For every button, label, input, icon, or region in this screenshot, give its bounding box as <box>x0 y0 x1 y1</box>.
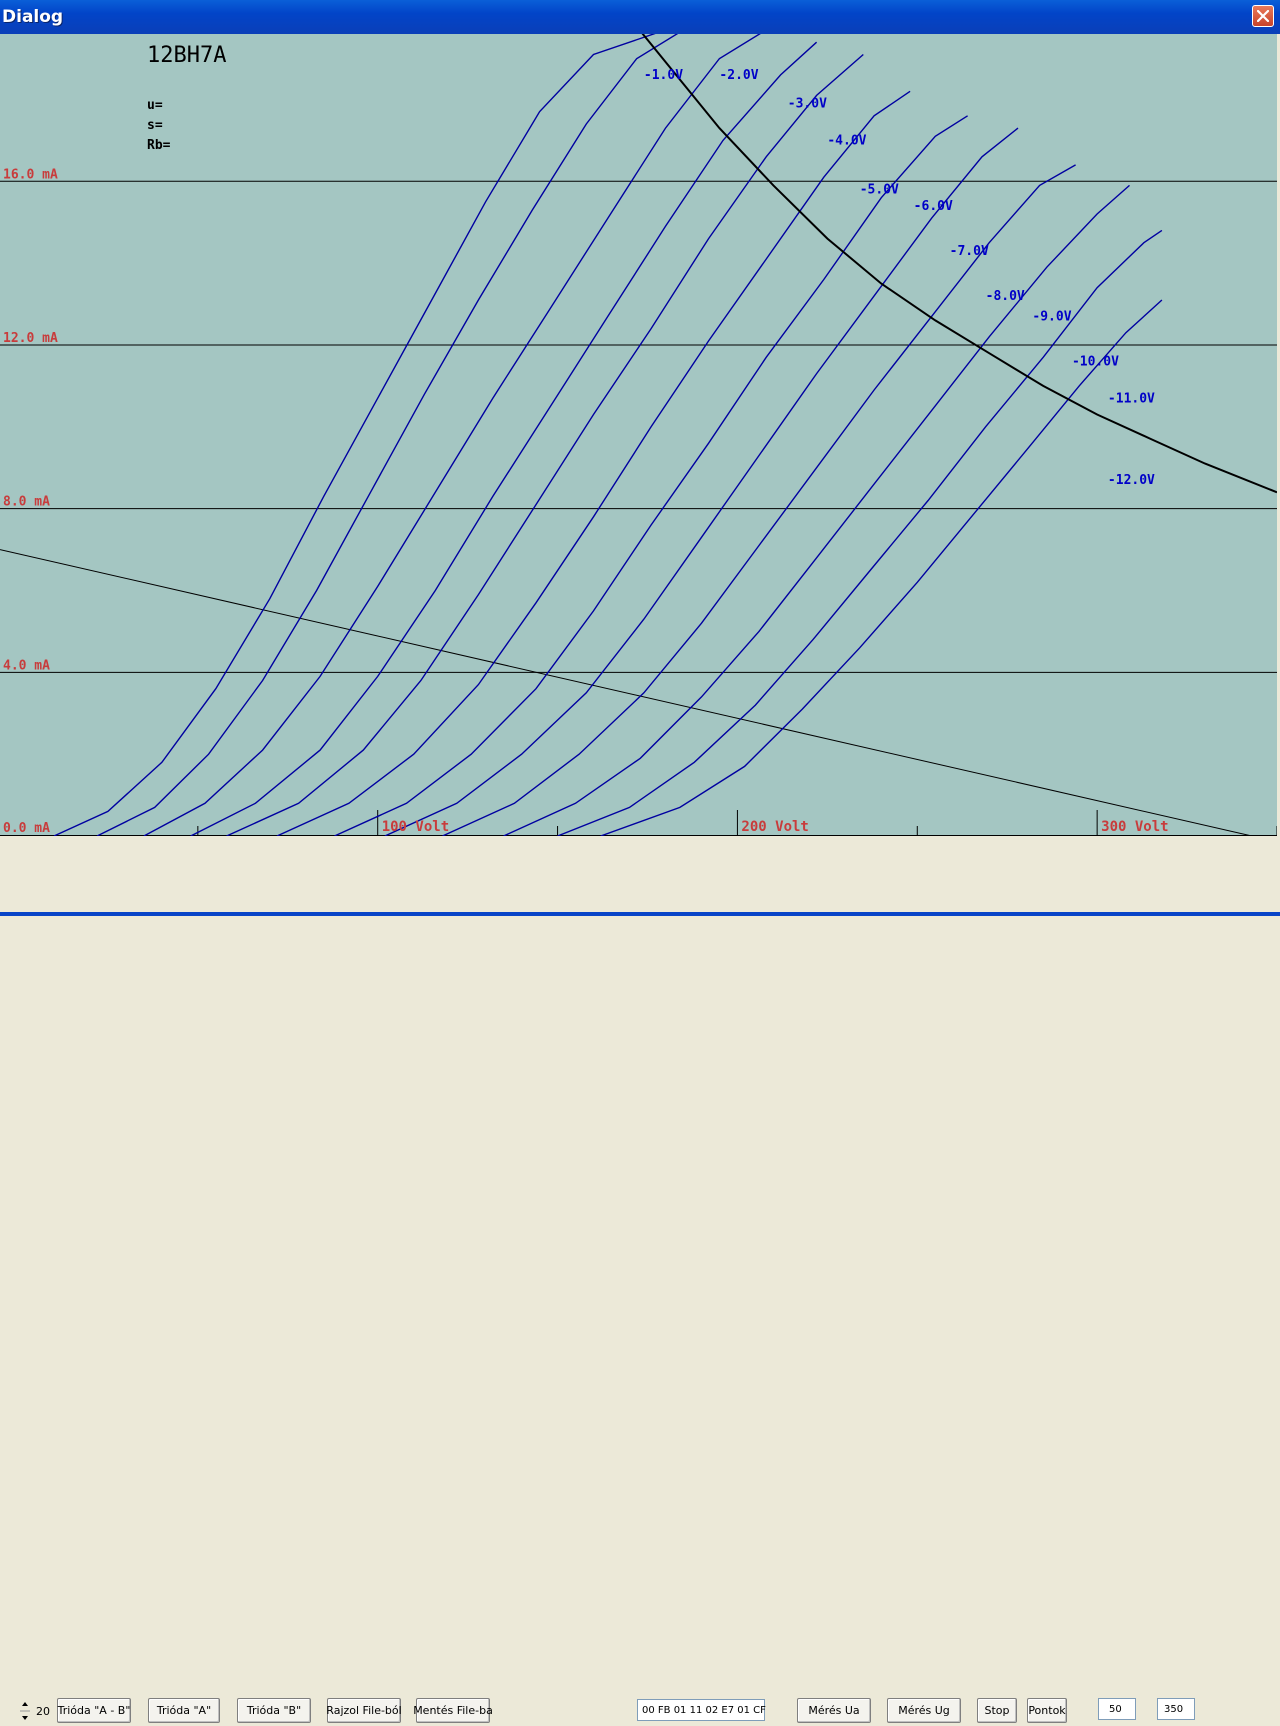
x-tick-label: 300 Volt <box>1101 819 1168 835</box>
spin-value: 20 <box>36 1705 50 1718</box>
spin-up-icon[interactable] <box>22 1702 28 1706</box>
series-label: -2.0V <box>719 68 758 83</box>
curve-series <box>557 229 1163 836</box>
meres-ua-button[interactable]: Mérés Ua <box>797 1698 871 1723</box>
max-dissipation-curve <box>641 34 1277 494</box>
series-label: -12.0V <box>1108 473 1155 488</box>
trioda-b-button[interactable]: Trióda "B" <box>237 1698 311 1723</box>
series-label: -9.0V <box>1032 309 1071 324</box>
series-label: -11.0V <box>1108 391 1155 406</box>
window-title: Dialog <box>2 7 64 27</box>
x-tick-label: 200 Volt <box>741 819 808 835</box>
series-label: -3.0V <box>788 97 827 112</box>
hex-data-field[interactable]: 00 FB 01 11 02 E7 01 CF <box>637 1699 766 1721</box>
plot-area: 0.0 mA 4.0 mA 8.0 mA 12.0 mA 16.0 mA 100 Volt… <box>0 34 1277 836</box>
curve-series <box>96 34 679 836</box>
close-icon <box>1257 10 1269 22</box>
curve-series <box>143 34 761 836</box>
value-input-b[interactable]: 350 <box>1157 1698 1195 1720</box>
curve-series <box>53 34 656 836</box>
meres-ug-button[interactable]: Mérés Ug <box>887 1698 961 1723</box>
spin-down-icon[interactable] <box>22 1716 28 1720</box>
spin-control[interactable] <box>18 1696 32 1726</box>
title-bar: Dialog <box>0 0 1280 34</box>
param-u: u= <box>147 98 163 113</box>
trioda-a-button[interactable]: Trióda "A" <box>148 1698 220 1723</box>
series-label: -6.0V <box>914 199 953 214</box>
curve-series <box>334 115 968 836</box>
curve-series <box>600 299 1163 836</box>
load-line <box>0 549 1252 836</box>
curve-series <box>442 164 1076 836</box>
series-label: -10.0V <box>1072 354 1119 369</box>
series-label: -1.0V <box>644 68 683 83</box>
trioda-ab-button[interactable]: Trióda "A - B" <box>57 1698 131 1723</box>
pontok-button[interactable]: Pontok <box>1027 1698 1067 1723</box>
series-label: -5.0V <box>860 183 899 198</box>
mentes-file-button[interactable]: Mentés File-ba <box>413 1698 493 1723</box>
y-tick-label: 8.0 mA <box>3 495 50 510</box>
stop-button[interactable]: Stop <box>977 1698 1017 1723</box>
plot-background <box>0 34 1277 836</box>
x-tick-label: 100 Volt <box>382 819 449 835</box>
y-tick-label: 0.0 mA <box>3 821 50 836</box>
series-label: -7.0V <box>950 244 989 259</box>
y-tick-label: 16.0 mA <box>3 167 58 182</box>
curve-series <box>190 41 818 836</box>
curve-series <box>226 53 864 836</box>
rajzol-file-button[interactable]: Rajzol File-ból <box>326 1698 402 1723</box>
param-rb: Rb= <box>147 138 171 153</box>
toolbar: 20 Trióda "A - B" Trióda "A" Trióda "B" … <box>0 836 1280 1723</box>
curve-series <box>276 90 911 836</box>
chart-title: 12BH7A <box>147 43 226 68</box>
y-tick-label: 4.0 mA <box>3 658 50 673</box>
param-s: s= <box>147 118 163 133</box>
curve-series <box>503 184 1130 836</box>
close-button[interactable] <box>1252 5 1274 27</box>
series-label: -4.0V <box>827 133 866 148</box>
value-input-a[interactable]: 50 <box>1098 1698 1136 1720</box>
y-tick-label: 12.0 mA <box>3 331 58 346</box>
series-label: -8.0V <box>986 289 1025 304</box>
characteristic-chart: 0.0 mA 4.0 mA 8.0 mA 12.0 mA 16.0 mA 100 Volt… <box>0 34 1277 836</box>
curve-series <box>384 127 1019 836</box>
window-bottom-border <box>0 912 1280 916</box>
